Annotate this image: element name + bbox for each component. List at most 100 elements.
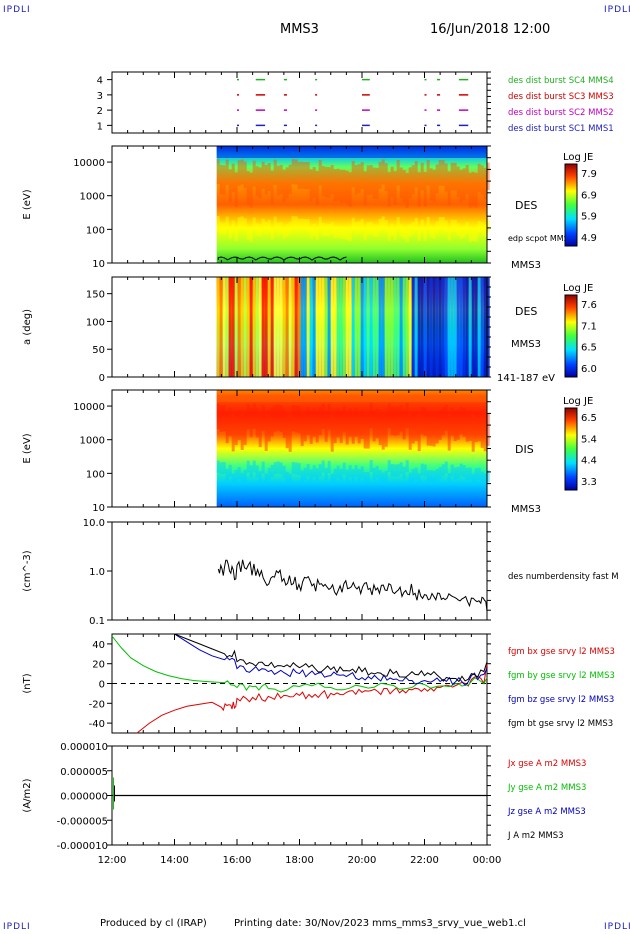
panel-1-heatmap-column [372,167,376,199]
panel-3-y-tick-label: 1000 [80,436,105,447]
time-axis-label: 12:00 [98,855,127,866]
panel-1-heatmap-column [321,166,325,197]
panel-1-heatmap-column [384,163,388,192]
panel-3-heatmap-column [333,468,337,481]
panel-1-heatmap-column [396,159,400,186]
panel-2-heatmap-column [348,277,352,377]
panel-3-heatmap-column [378,469,382,482]
panel-2-heatmap-column [474,277,478,377]
panel-3-heatmap-column [387,460,391,473]
panel-1-heatmap-column [384,220,388,233]
panel-3-heatmap-column [432,470,436,483]
panel-3-heatmap-column [312,465,316,478]
panel-3-heatmap-column [282,408,286,438]
panel-1-heatmap-column [300,161,304,189]
panel-1-heatmap-column [444,220,448,233]
panel-2-heatmap-column [447,277,451,377]
panel-2-heatmap-column [444,277,448,377]
panel-3-heatmap-column [366,472,370,485]
panel-1-heatmap-column [291,216,295,229]
panel-1-heatmap-column [324,223,328,236]
panel-3-heatmap-column [351,412,355,444]
panel-3-heatmap-column [426,470,430,483]
panel-3-heatmap-column [363,414,367,449]
panel-4-y-tick-label: 1.0 [89,567,105,578]
panel-2-heatmap-column [288,277,292,377]
burst-legend-entry: des dist burst SC1 MMS1 [508,124,614,134]
plot-svg: 1 2 3 4 des dist burst SC1 MMS1 des dist burs… [22,71,619,866]
panel-1-heatmap-column [459,226,463,239]
panel-3-heatmap-column [339,411,343,443]
panel-3-heatmap-column [228,464,232,477]
panel-3-heatmap-column [357,412,361,444]
panel-3-colorbar-title: Log JE [563,396,593,407]
panel-1-heatmap-column [240,159,244,185]
panel-1-heatmap-column [420,162,424,191]
panel-2-heatmap-column [384,277,388,377]
panel-3-heatmap-column [393,407,397,436]
panel-1-heatmap-column [261,218,265,231]
panel-1-heatmap-column [456,166,460,197]
panel-1-y-tick-label: 100 [86,225,105,236]
panel-1-heatmap-column [303,219,307,232]
panel-3-heatmap-column [237,467,241,480]
panel-2-heatmap-column [345,277,349,377]
current-y-tick-label: 0.000005 [60,767,108,778]
panel-3-heatmap-column [387,403,391,429]
panel-1-heatmap-column [348,229,352,242]
panel-2-colorbar-tick: 6.5 [581,343,597,354]
panel-3-heatmap-column [360,409,364,439]
panel-3-heatmap-column [414,410,418,441]
burst-y-tick-label: 2 [97,106,103,117]
panel-1-heatmap-column [282,169,286,203]
current-legend-entry: Jx gse A m2 MMS3 [507,759,586,769]
panel-3-heatmap-column [390,464,394,477]
panel-1-heatmap-column [264,222,268,235]
panel-3-heatmap-column [423,464,427,477]
panel-1-heatmap-fill [216,146,487,263]
panel-3-heatmap-column [330,473,334,486]
panel-1-heatmap-column [246,228,250,241]
panel-1-colorbar-tick: 5.9 [581,212,597,223]
panel-2-y-tick-label: 100 [86,317,105,328]
panel-3-heatmap-column [246,403,250,430]
panel-2-y-tick-label: 0 [99,373,105,384]
panel-3-heatmap-column [369,460,373,473]
panel-3-heatmap-column [333,411,337,444]
panel-1-heatmap-column [411,165,415,195]
panel-1-heatmap-column [270,170,274,204]
panel-5-y-tick-label: -40 [89,719,105,730]
panel-3-heatmap-column [270,464,274,477]
panel-1-heatmap-column [216,159,220,185]
panel-3-heatmap-column [330,416,334,452]
panel-3-heatmap-column [483,473,487,486]
panel-3-heatmap-column [321,403,325,429]
panel-3-heatmap-column [480,471,484,484]
panel-1-y-tick-label: 10 [92,259,105,270]
panel-3-heatmap-column [474,411,478,443]
panel-1-heatmap-column [306,161,310,190]
panel-1-heatmap-column [471,228,475,241]
panel-3-colorbar-tick: 6.5 [581,413,597,424]
footer-produced-by: Produced by cl (IRAP) [100,918,207,929]
panel-3-heatmap-column [477,410,481,442]
panel-1-heatmap-column [480,222,484,235]
panel-1-heatmap-column [354,222,358,235]
panel-2-heatmap-column [432,277,436,377]
panel-1-heatmap-column [459,169,463,203]
panel-2-heatmap-column [354,277,358,377]
panel-0-frame [111,71,488,134]
panel-3-heatmap-column [225,468,229,481]
panel-3-heatmap-column [279,462,283,475]
panel-1-heatmap-column [417,229,421,242]
des-energy-side-sub: MMS3 [511,260,541,271]
panel-3-heatmap-column [351,469,355,482]
panel-1-heatmap-column [294,216,298,229]
panel-1-heatmap-column [426,217,430,230]
panel-3-heatmap-column [447,416,451,451]
panel-1-heatmap-column [297,161,301,189]
panel-2-heatmap-column [270,277,274,377]
panel-3-heatmap-column [465,467,469,480]
panel-1-heatmap-column [399,167,403,199]
panel-1-heatmap-column [312,223,316,236]
